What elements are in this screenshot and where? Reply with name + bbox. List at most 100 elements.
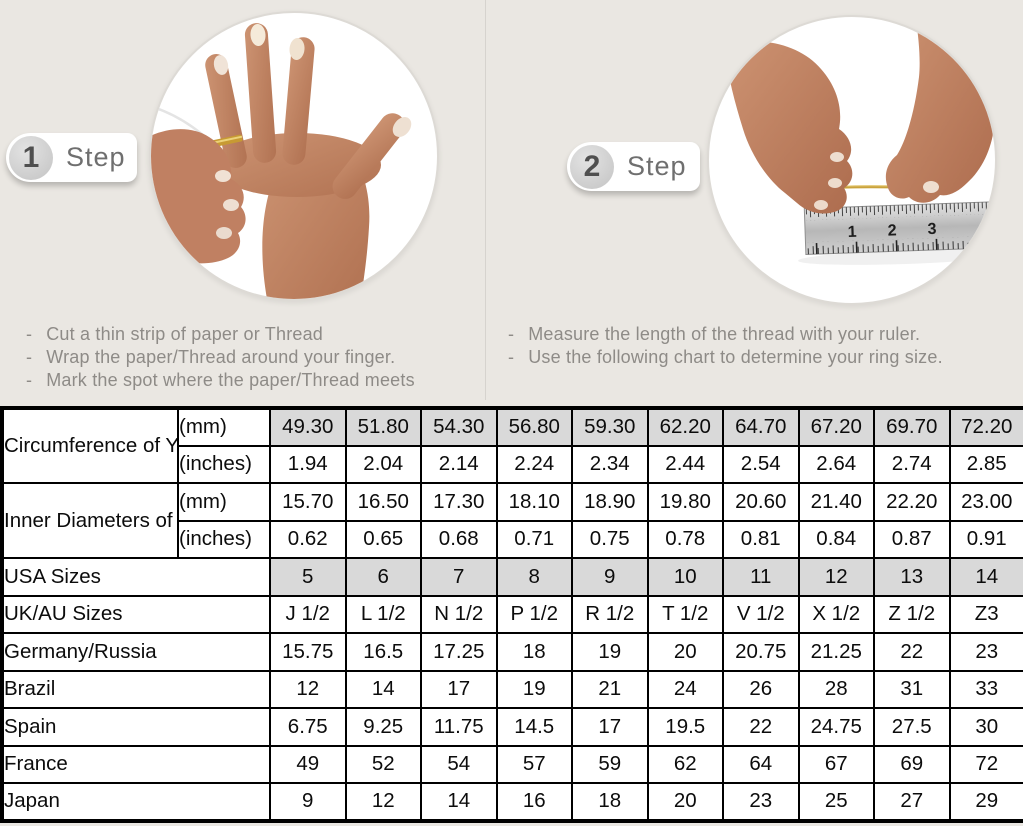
- size-value-cell: 21.40: [797, 482, 875, 522]
- size-value-cell: 0.68: [420, 519, 498, 559]
- size-value-cell: 18.90: [571, 482, 649, 522]
- instruction-item: Use the following chart to determine you…: [508, 346, 1020, 369]
- ring-size-chart-table: Circumference of Your Finger(mm)49.3051.…: [0, 406, 1023, 823]
- size-value-cell: 33: [948, 669, 1023, 709]
- region-label: Spain: [1, 707, 271, 747]
- size-value-cell: 8: [495, 557, 573, 597]
- unit-cell: (inches): [177, 519, 271, 559]
- size-value-cell: 26: [722, 669, 800, 709]
- size-value-cell: 62.20: [646, 407, 724, 447]
- size-value-cell: 29: [948, 782, 1023, 822]
- size-value-cell: 23.00: [948, 482, 1023, 522]
- size-value-cell: V 1/2: [722, 594, 800, 634]
- size-value-cell: 20: [646, 632, 724, 672]
- size-value-cell: 54: [420, 744, 498, 784]
- size-value-cell: 49.30: [269, 407, 347, 447]
- step1-label: Step: [66, 142, 126, 172]
- table-row: Inner Diameters of Rings(mm)15.7016.5017…: [1, 482, 1023, 559]
- size-value-cell: 23: [722, 782, 800, 822]
- step1-number-circle: 1: [9, 135, 53, 180]
- region-label: France: [1, 744, 271, 784]
- section-divider: [485, 0, 486, 400]
- size-value-cell: N 1/2: [420, 594, 498, 634]
- ruler-measure-illustration: 1 2 3: [725, 17, 995, 265]
- size-value-cell: 19: [495, 669, 573, 709]
- size-value-cell: 12: [269, 669, 347, 709]
- size-value-cell: 2.85: [948, 444, 1023, 484]
- size-value-cell: 24: [646, 669, 724, 709]
- region-label: UK/AU Sizes: [1, 594, 271, 634]
- size-value-cell: 0.78: [646, 519, 724, 559]
- table-row: Germany/Russia 15.75 16.5 17.25 18 19 20 20.75 2…: [1, 632, 1023, 672]
- step2-instructions: Measure the length of the thread with yo…: [508, 323, 1020, 369]
- size-value-cell: R 1/2: [571, 594, 649, 634]
- unit-cell: (inches): [177, 444, 271, 484]
- table-row: Japan 9 12 14 16 18 20 23 25 27 29: [1, 782, 1023, 822]
- instruction-item: Measure the length of the thread with yo…: [508, 323, 1020, 346]
- size-value-cell: 14.5: [495, 707, 573, 747]
- size-value-cell: 0.81: [722, 519, 800, 559]
- size-value-cell: 64: [722, 744, 800, 784]
- step2-number: 2: [583, 149, 601, 183]
- region-label: Japan: [1, 782, 271, 822]
- size-value-cell: 9: [571, 557, 649, 597]
- size-value-cell: 0.84: [797, 519, 875, 559]
- size-value-cell: 24.75: [797, 707, 875, 747]
- size-value-cell: 67.20: [797, 407, 875, 447]
- step1-number: 1: [22, 140, 40, 174]
- region-label: Germany/Russia: [1, 632, 271, 672]
- size-value-cell: P 1/2: [495, 594, 573, 634]
- ruler-number-1: 1: [847, 224, 857, 241]
- unit-cell: (mm): [177, 407, 271, 447]
- size-value-cell: 69.70: [873, 407, 951, 447]
- instruction-item: Wrap the paper/Thread around your finger…: [26, 346, 491, 369]
- size-value-cell: L 1/2: [344, 594, 422, 634]
- size-value-cell: 52: [344, 744, 422, 784]
- size-value-cell: 2.44: [646, 444, 724, 484]
- size-value-cell: 54.30: [420, 407, 498, 447]
- region-label: USA Sizes: [1, 557, 271, 597]
- size-value-cell: 59.30: [571, 407, 649, 447]
- table-row: Brazil 12 14 17 19 21 24 26 28 31 33: [1, 669, 1023, 709]
- size-value-cell: 9.25: [344, 707, 422, 747]
- ruler-number-2: 2: [887, 222, 897, 239]
- size-value-cell: 59: [571, 744, 649, 784]
- size-value-cell: 11.75: [420, 707, 498, 747]
- row-group-label: Circumference of Your Finger: [1, 407, 179, 484]
- size-value-cell: 22: [722, 707, 800, 747]
- size-value-cell: 2.64: [797, 444, 875, 484]
- step1-badge: 1 Step: [6, 133, 137, 182]
- size-value-cell: 51.80: [344, 407, 422, 447]
- size-value-cell: 16.50: [344, 482, 422, 522]
- row-group-label: Inner Diameters of Rings: [1, 482, 179, 559]
- step2-label: Step: [627, 151, 687, 181]
- step2-number-circle: 2: [570, 144, 614, 189]
- size-value-cell: 19: [571, 632, 649, 672]
- instruction-item: Cut a thin strip of paper or Thread: [26, 323, 491, 346]
- size-value-cell: 27: [873, 782, 951, 822]
- size-value-cell: 7: [420, 557, 498, 597]
- step2-photo: 1 2 3: [707, 15, 997, 305]
- size-value-cell: 10: [646, 557, 724, 597]
- size-value-cell: 14: [344, 669, 422, 709]
- instruction-text: Wrap the paper/Thread around your finger…: [46, 347, 396, 367]
- size-value-cell: 25: [797, 782, 875, 822]
- size-value-cell: 2.74: [873, 444, 951, 484]
- size-value-cell: 6.75: [269, 707, 347, 747]
- size-value-cell: 17.25: [420, 632, 498, 672]
- size-value-cell: 6: [344, 557, 422, 597]
- size-value-cell: 28: [797, 669, 875, 709]
- size-value-cell: 0.91: [948, 519, 1023, 559]
- instruction-text: Use the following chart to determine you…: [528, 347, 943, 367]
- instruction-text: Measure the length of the thread with yo…: [528, 324, 921, 344]
- size-value-cell: 69: [873, 744, 951, 784]
- size-value-cell: 18: [571, 782, 649, 822]
- table-row: Circumference of Your Finger(mm)49.3051.…: [1, 407, 1023, 484]
- size-value-cell: 2.54: [722, 444, 800, 484]
- table-row: (inches) 1.94 2.04 2.14 2.24 2.34 2.44 2.54 2.64…: [2, 444, 1023, 484]
- instructions-section: 1 2 3 1: [0, 0, 1023, 406]
- size-value-cell: 64.70: [722, 407, 800, 447]
- size-value-cell: 13: [873, 557, 951, 597]
- ruler-number-3: 3: [927, 221, 937, 238]
- step1-instructions: Cut a thin strip of paper or Thread Wrap …: [26, 323, 491, 392]
